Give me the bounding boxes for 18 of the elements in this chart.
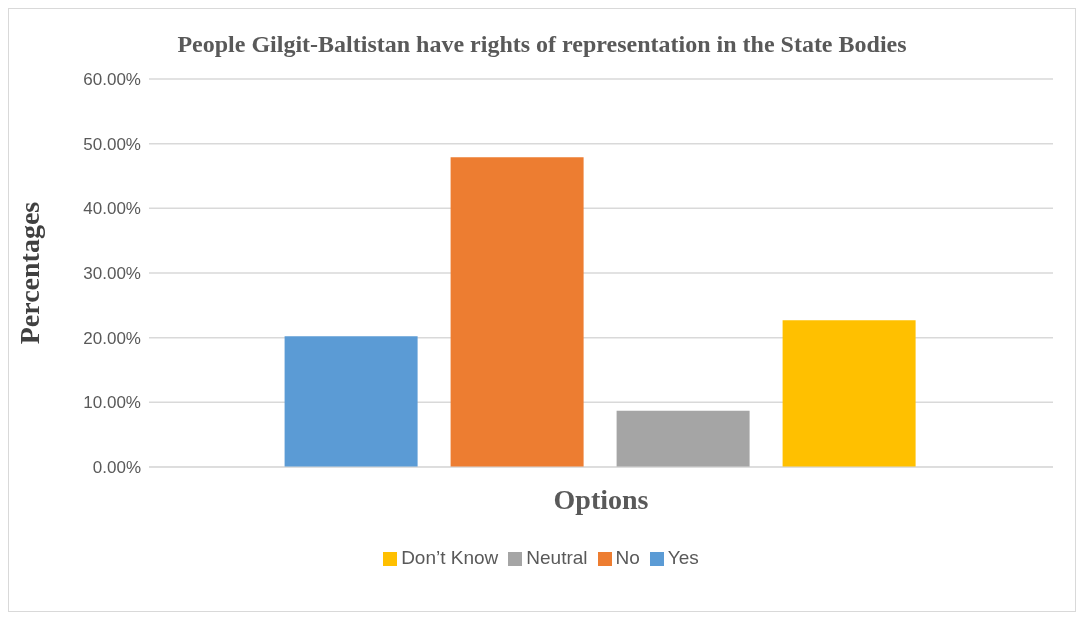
y-tick-label: 10.00% bbox=[83, 393, 141, 413]
legend-label: Neutral bbox=[526, 547, 588, 568]
legend-label: Don’t Know bbox=[401, 547, 499, 568]
y-tick-label: 0.00% bbox=[92, 458, 141, 478]
bar bbox=[616, 410, 750, 467]
y-tick-label: 40.00% bbox=[83, 199, 141, 219]
y-tick-label: 20.00% bbox=[83, 328, 141, 348]
legend-label: Yes bbox=[667, 547, 699, 568]
chart-title: People Gilgit-Baltistan have rights of representation in the State Bodies bbox=[176, 30, 908, 59]
bar bbox=[284, 336, 418, 467]
legend-label: No bbox=[615, 547, 640, 568]
x-axis-title: Options bbox=[553, 484, 649, 515]
bar bbox=[450, 157, 584, 467]
y-tick-label: 50.00% bbox=[83, 134, 141, 154]
bar bbox=[782, 320, 916, 467]
y-axis-title: Percentages bbox=[13, 201, 45, 345]
y-tick-label: 60.00% bbox=[83, 70, 141, 90]
y-tick-label: 30.00% bbox=[83, 264, 141, 284]
